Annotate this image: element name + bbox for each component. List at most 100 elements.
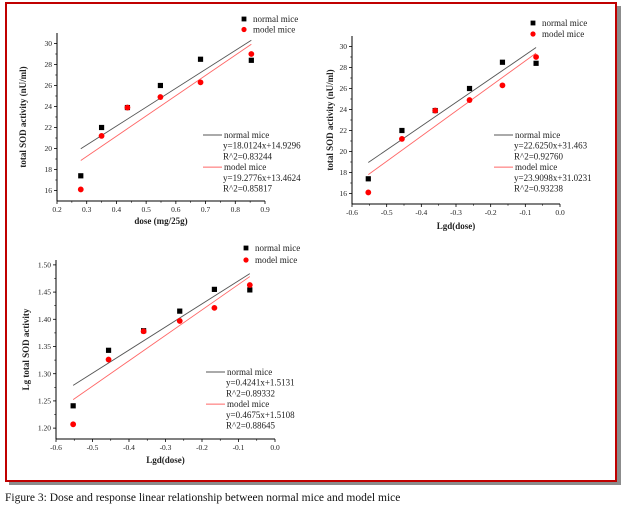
model-fit-line xyxy=(80,43,252,161)
normal-mice-point xyxy=(157,82,164,89)
legend-label: model mice xyxy=(542,29,584,39)
legend-label: model mice xyxy=(255,255,297,265)
chart-lgdose-vs-lgsod: -0.6 -0.5 -0.4 -0.3 -0.2 -0.1 0.0 1.20 1.25 1.30 1… xyxy=(21,243,300,465)
model-fit-line xyxy=(368,52,537,175)
normal-mice-point xyxy=(98,124,105,131)
model-fit-line xyxy=(72,276,251,401)
legend-square-icon xyxy=(241,16,247,22)
fit-legend-label: normal mice xyxy=(227,367,272,377)
x-axis-title: Lgd(dose) xyxy=(146,455,185,465)
fit-equation: y=0.4241x+1.5131 xyxy=(226,378,295,388)
fit-r-squared: R^2=0.85817 xyxy=(223,184,273,194)
normal-mice-point xyxy=(211,286,218,292)
chart-dose-vs-sod: 0.2 0.3 0.4 0.5 0.6 0.7 0.8 0.9 16 18 20 22 24 26 28 30… xyxy=(18,14,301,226)
x-tick-label: -0.2 xyxy=(196,443,208,452)
fit-equation: y=0.4675x+1.5108 xyxy=(226,410,295,420)
y-axis-title: total SOD activity (nU/ml) xyxy=(18,66,28,167)
model-mice-point xyxy=(105,356,112,363)
x-tick-label: -0.5 xyxy=(87,443,99,452)
y-tick-label: 26 xyxy=(45,81,53,90)
model-mice-point xyxy=(248,51,255,57)
x-tick-label: 0.8 xyxy=(231,205,241,214)
fit-legend-label: model mice xyxy=(224,162,266,172)
model-mice-point xyxy=(157,94,164,100)
y-tick-label: 18 xyxy=(340,168,348,177)
x-tick-label: 0.6 xyxy=(171,205,181,214)
normal-fit-line xyxy=(368,47,537,163)
y-tick-label: 30 xyxy=(45,39,53,48)
x-tick-label: 0.5 xyxy=(141,205,151,214)
x-tick-label: -0.2 xyxy=(485,208,497,217)
model-mice-point xyxy=(365,189,372,196)
model-mice-point xyxy=(399,136,405,142)
legend-square-icon xyxy=(243,245,249,251)
figure-caption: Figure 3: Dose and response linear relat… xyxy=(5,492,401,504)
x-tick-label: -0.6 xyxy=(50,443,62,452)
y-tick-label: 28 xyxy=(340,63,348,72)
normal-mice-point xyxy=(105,347,112,353)
normal-mice-point xyxy=(177,308,183,314)
normal-mice-point xyxy=(466,85,473,92)
model-mice-point xyxy=(70,421,77,428)
y-tick-label: 1.45 xyxy=(38,288,51,297)
x-tick-label: 0.4 xyxy=(112,205,122,214)
model-mice-point xyxy=(77,186,84,193)
fit-legend-label: normal mice xyxy=(515,130,560,140)
fit-r-squared: R^2=0.93238 xyxy=(514,184,564,194)
normal-mice-point xyxy=(499,59,506,65)
model-mice-point xyxy=(176,318,183,324)
x-tick-label: -0.6 xyxy=(346,208,358,217)
fit-equation: y=23.9098x+31.0231 xyxy=(514,173,592,183)
normal-mice-point xyxy=(78,173,84,179)
fit-r-squared: R^2=0.89332 xyxy=(226,388,275,398)
x-tick-label: -0.1 xyxy=(233,443,245,452)
model-mice-point xyxy=(499,82,506,89)
normal-fit-line xyxy=(80,39,252,150)
y-tick-label: 22 xyxy=(45,123,53,132)
y-tick-label: 1.35 xyxy=(38,342,51,351)
charts-canvas: 0.2 0.3 0.4 0.5 0.6 0.7 0.8 0.9 16 18 20 22 24 26 28 30… xyxy=(18,14,592,465)
x-tick-label: 0.7 xyxy=(201,205,211,214)
y-tick-label: 1.25 xyxy=(38,397,51,406)
fit-equation: y=19.2776x+13.4624 xyxy=(223,173,301,183)
fit-equation: y=18.0124x+14.9296 xyxy=(223,141,301,151)
x-tick-label: 0.9 xyxy=(260,205,270,214)
y-tick-label: 1.30 xyxy=(38,369,51,378)
model-mice-point xyxy=(124,104,131,111)
x-tick-label: -0.3 xyxy=(160,443,172,452)
normal-mice-point xyxy=(247,287,253,293)
legend-circle-icon xyxy=(530,31,536,37)
model-mice-point xyxy=(466,97,473,103)
x-tick-label: 0.0 xyxy=(555,208,565,217)
model-mice-point xyxy=(197,79,204,86)
model-mice-point xyxy=(246,282,253,288)
fit-r-squared: R^2=0.83244 xyxy=(223,151,273,161)
x-tick-label: 0.3 xyxy=(82,205,92,214)
legend-label: normal mice xyxy=(255,243,300,253)
y-tick-label: 30 xyxy=(340,42,348,51)
model-mice-point xyxy=(432,107,439,114)
fit-equation: y=22.6250x+31.463 xyxy=(514,141,588,151)
y-tick-label: 22 xyxy=(340,126,348,135)
y-axis-title: total SOD activity (nU/ml) xyxy=(325,69,335,170)
y-tick-label: 20 xyxy=(45,144,53,153)
x-tick-label: -0.4 xyxy=(123,443,135,452)
x-tick-label: -0.4 xyxy=(415,208,427,217)
x-tick-label: -0.1 xyxy=(519,208,531,217)
y-tick-label: 18 xyxy=(45,165,53,174)
fit-legend-label: model mice xyxy=(227,399,269,409)
normal-fit-line xyxy=(72,273,251,386)
legend-label: model mice xyxy=(253,25,295,35)
fit-legend-label: model mice xyxy=(515,162,557,172)
normal-mice-point xyxy=(365,176,371,182)
y-tick-label: 24 xyxy=(45,102,53,111)
y-tick-label: 16 xyxy=(340,189,348,198)
y-tick-label: 20 xyxy=(340,147,348,156)
y-axis-title: Lg total SOD activity xyxy=(21,308,31,390)
normal-mice-point xyxy=(399,127,405,134)
normal-mice-point xyxy=(197,56,204,62)
x-tick-label: -0.5 xyxy=(381,208,393,217)
fit-r-squared: R^2=0.88645 xyxy=(226,421,276,431)
figure-frame xyxy=(5,2,617,482)
legend-square-icon xyxy=(530,20,536,26)
